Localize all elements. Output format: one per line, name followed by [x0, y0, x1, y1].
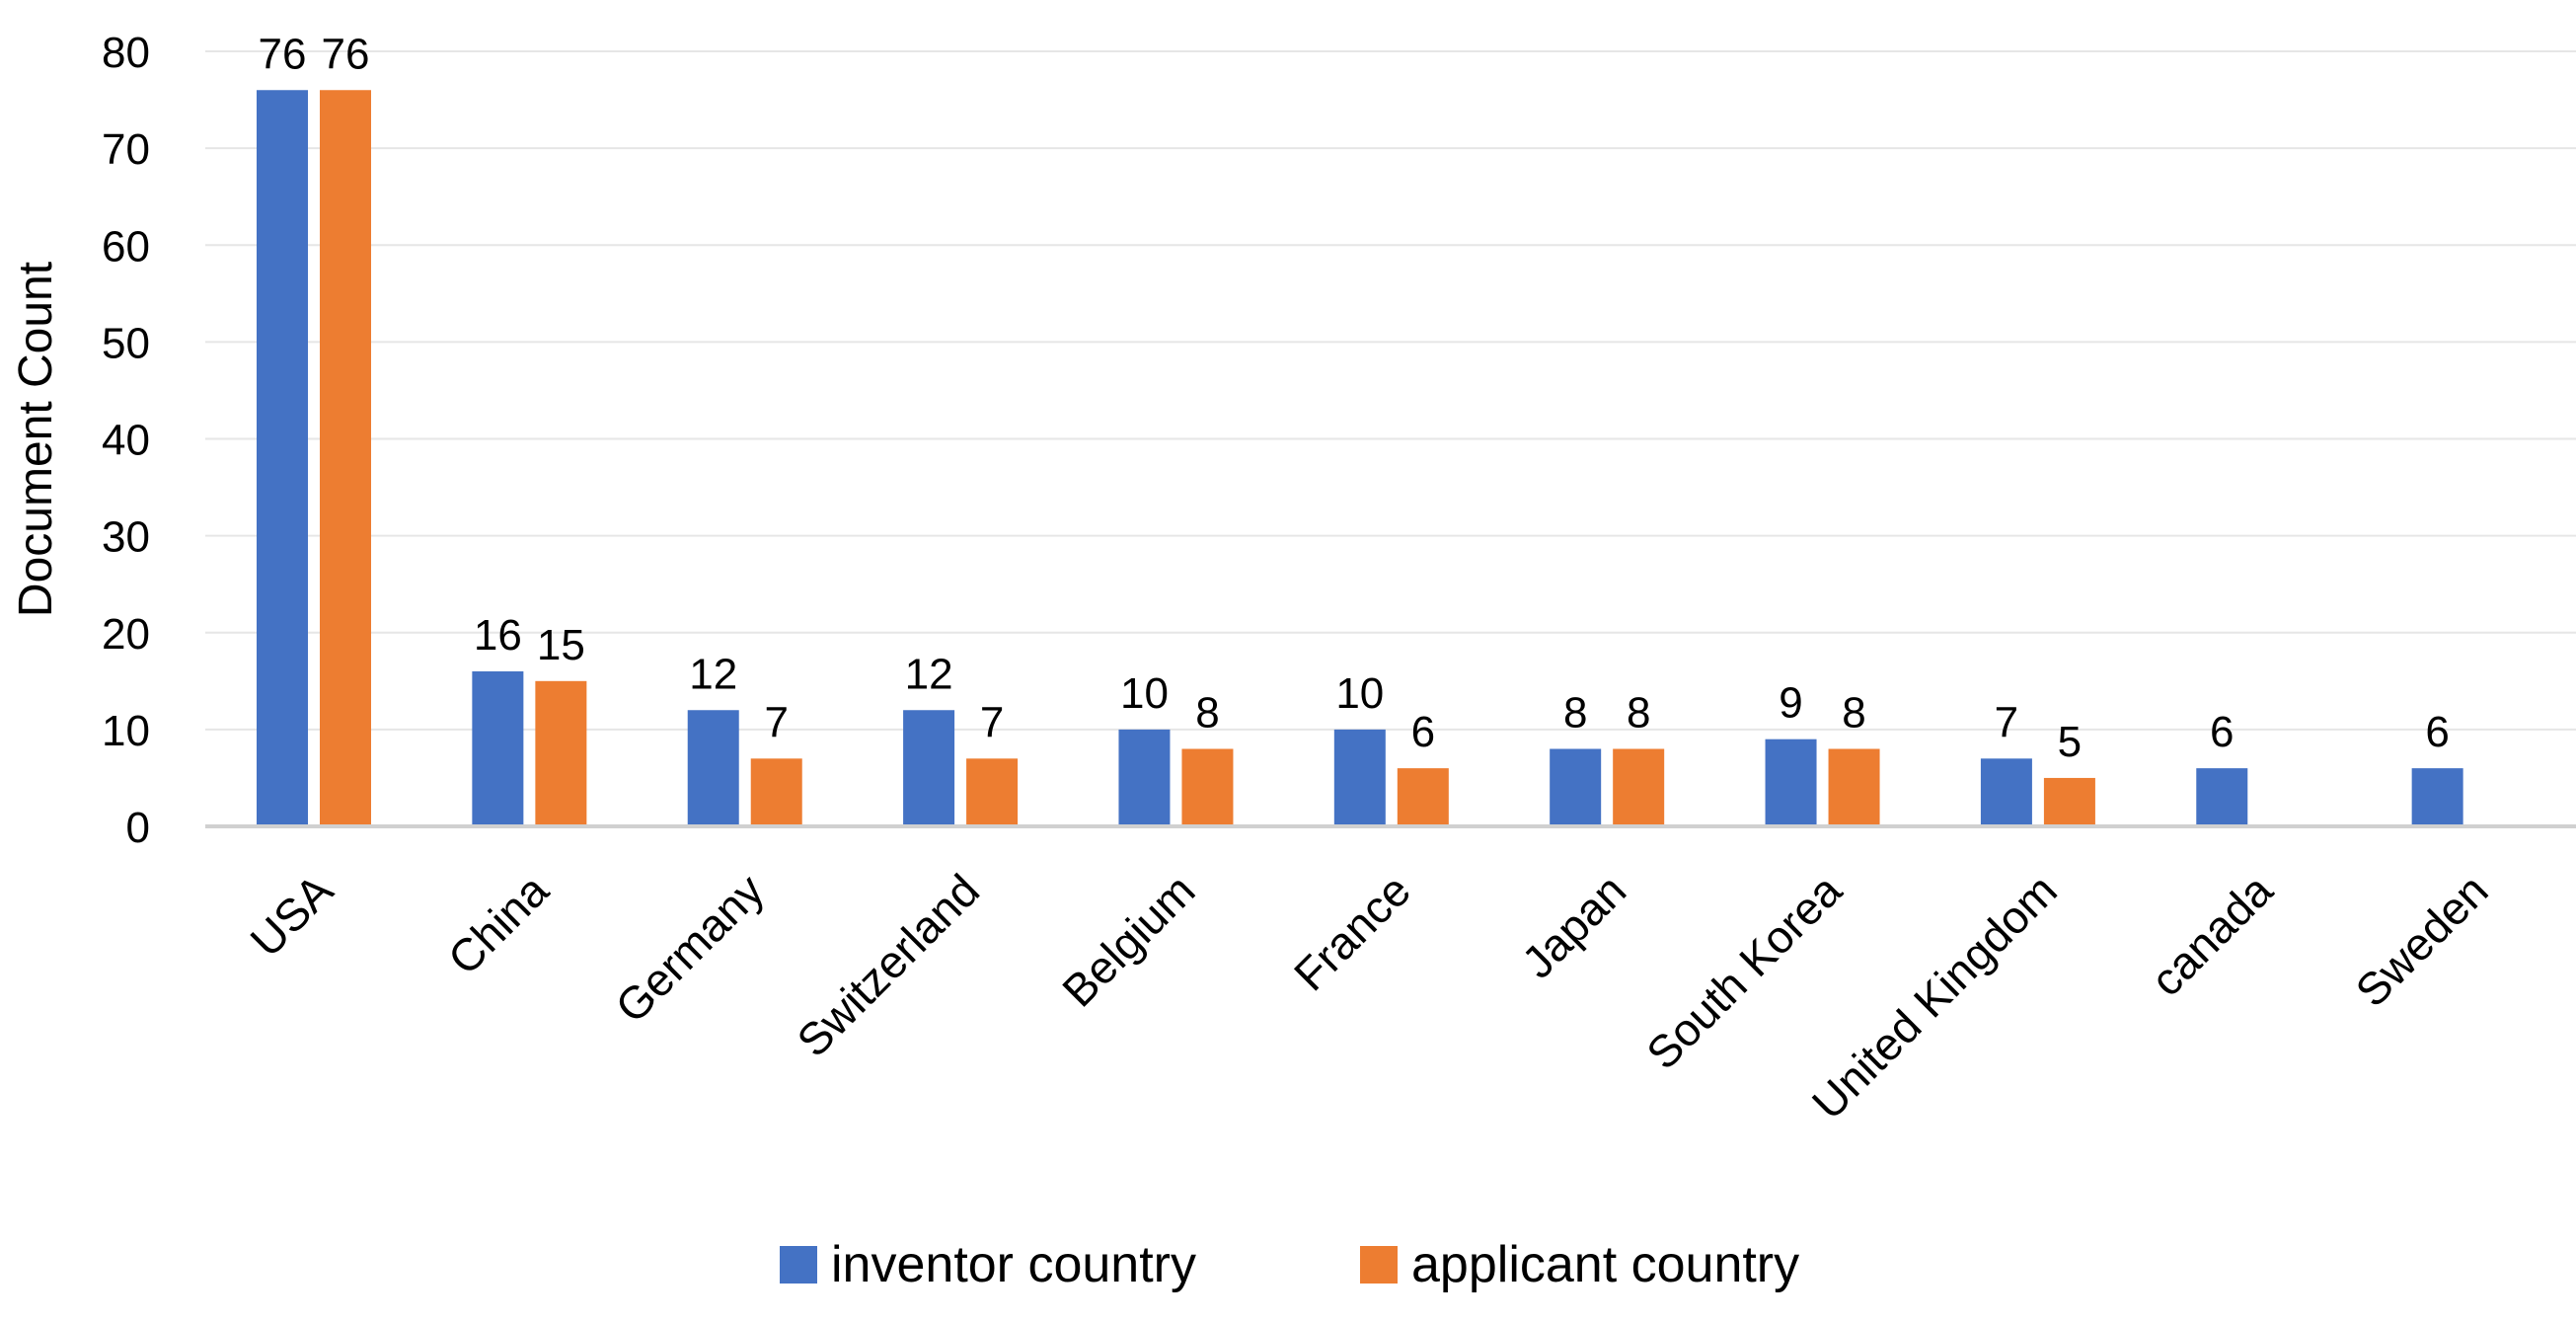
legend-swatch	[780, 1246, 817, 1284]
data-label: 8	[1195, 689, 1219, 738]
data-label: 76	[259, 30, 307, 78]
x-tick-label: Japan	[1512, 864, 1635, 987]
bar	[903, 710, 955, 826]
legend-swatch	[1360, 1246, 1398, 1284]
bar	[1181, 748, 1234, 826]
legend-label: applicant country	[1411, 1236, 1799, 1293]
data-label: 6	[1411, 708, 1435, 756]
y-tick-label: 60	[102, 222, 150, 271]
bar	[1613, 748, 1665, 826]
data-label: 8	[1842, 689, 1865, 738]
bar	[320, 90, 371, 826]
legend-label: inventor country	[831, 1236, 1196, 1293]
data-label: 76	[322, 30, 370, 78]
data-label: 6	[2425, 708, 2449, 756]
data-label: 12	[689, 650, 737, 698]
bar	[1118, 729, 1171, 826]
bar	[1980, 758, 2032, 826]
data-label: 5	[2058, 718, 2082, 766]
x-tick-label: Germany	[605, 864, 774, 1033]
x-tick-label: South Korea	[1636, 864, 1852, 1079]
data-label: 10	[1120, 669, 1169, 718]
y-tick-label: 50	[102, 319, 150, 367]
bar	[1333, 729, 1386, 826]
gridlines	[205, 50, 2576, 731]
y-tick-label: 30	[102, 513, 150, 562]
data-label: 8	[1627, 689, 1650, 738]
bar	[687, 710, 739, 826]
data-label: 10	[1335, 669, 1384, 718]
x-tick-label: Belgium	[1052, 864, 1204, 1016]
data-label: 12	[905, 650, 953, 698]
bar	[966, 758, 1019, 826]
data-label: 7	[1995, 698, 2018, 746]
y-tick-label: 10	[102, 707, 150, 755]
bar	[2196, 768, 2248, 826]
y-tick-label: 80	[102, 29, 150, 77]
y-tick-label: 0	[126, 804, 150, 852]
y-axis: 0 10 20 30 40 50 60 70 80	[102, 29, 150, 852]
data-label: 7	[980, 698, 1004, 746]
data-label: 16	[474, 611, 522, 660]
bar	[750, 758, 802, 826]
x-tick-label: France	[1284, 864, 1420, 1000]
y-tick-label: 70	[102, 125, 150, 174]
bar	[1828, 748, 1880, 826]
y-tick-label: 40	[102, 417, 150, 465]
data-label: 9	[1779, 679, 1802, 728]
y-axis-label: Document Count	[10, 262, 62, 617]
bar	[535, 680, 587, 826]
bar	[1765, 739, 1817, 826]
data-label: 7	[764, 698, 788, 746]
x-tick-label: Sweden	[2345, 864, 2497, 1016]
x-axis: USA China Germany Switzerland Belgium France J…	[205, 824, 2576, 1129]
data-label: 6	[2210, 708, 2234, 756]
y-tick-label: 20	[102, 610, 150, 659]
legend: inventor country applicant country	[780, 1236, 1799, 1293]
bar	[257, 90, 308, 826]
bar	[1397, 768, 1449, 826]
x-tick-label: China	[438, 864, 559, 984]
bars	[257, 90, 2463, 826]
bar	[2043, 777, 2095, 826]
data-label: 15	[537, 621, 585, 669]
bar	[2411, 768, 2463, 826]
x-tick-label: USA	[240, 864, 342, 967]
data-label: 8	[1563, 689, 1587, 738]
x-tick-label: Switzerland	[787, 864, 989, 1066]
x-tick-label: canada	[2141, 864, 2283, 1006]
bar	[472, 671, 524, 826]
bar	[1550, 748, 1602, 826]
